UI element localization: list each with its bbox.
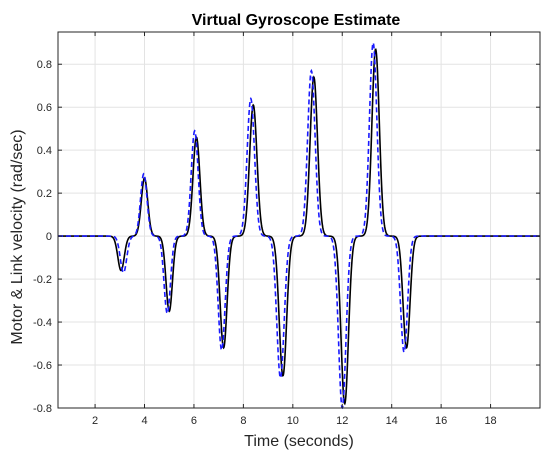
x-axis-title: Time (seconds) (244, 433, 354, 450)
x-tick-label: 2 (92, 415, 98, 427)
y-tick-label: -0.4 (33, 317, 52, 329)
series-line-dashed (58, 41, 540, 410)
x-tick-label: 8 (240, 415, 246, 427)
x-tick-label: 12 (336, 415, 348, 427)
y-tick-label: 0.6 (37, 102, 52, 114)
y-ticks: -0.8 -0.6 -0.4 -0.2 0 0.2 0.4 0.6 0.8 (33, 59, 540, 415)
x-tick-label: 6 (191, 415, 197, 427)
chart-title: Virtual Gyroscope Estimate (192, 12, 401, 29)
x-tick-label: 14 (386, 415, 398, 427)
x-tick-label: 18 (484, 415, 496, 427)
plot-border (57, 31, 541, 409)
x-tick-label: 10 (287, 415, 299, 427)
y-tick-label: -0.8 (33, 403, 52, 415)
x-tick-label: 4 (141, 415, 147, 427)
y-tick-label: 0.8 (37, 59, 52, 71)
y-tick-label: 0 (46, 231, 52, 243)
y-tick-label: 0.4 (37, 145, 52, 157)
y-tick-label: -0.6 (33, 360, 52, 372)
plot-area (58, 32, 540, 408)
y-tick-label: 0.2 (37, 188, 52, 200)
x-ticks: 2 4 6 8 10 12 14 16 18 (92, 32, 497, 427)
x-tick-label: 16 (435, 415, 447, 427)
y-tick-label: -0.2 (33, 274, 52, 286)
series-layer (58, 41, 540, 410)
y-axis-title: Motor & Link velocity (rad/sec) (9, 129, 26, 344)
